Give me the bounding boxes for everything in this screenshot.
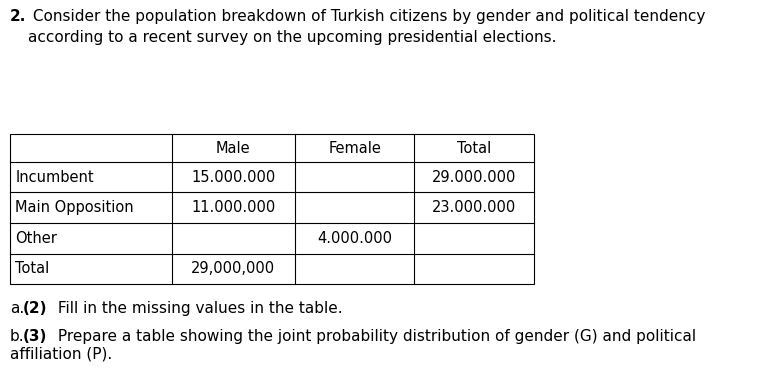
Text: 29.000.000: 29.000.000 — [432, 170, 516, 185]
Text: (3): (3) — [22, 329, 47, 344]
Text: Other: Other — [15, 231, 57, 246]
Text: Consider the population breakdown of Turkish citizens by gender and political te: Consider the population breakdown of Tur… — [28, 9, 705, 45]
Text: 15.000.000: 15.000.000 — [191, 170, 276, 185]
Text: Female: Female — [328, 141, 381, 156]
Text: a.: a. — [10, 301, 25, 316]
Text: 2.: 2. — [10, 9, 26, 24]
Text: Total: Total — [457, 141, 491, 156]
Text: 4.000.000: 4.000.000 — [317, 231, 392, 246]
Text: affiliation (P).: affiliation (P). — [10, 347, 112, 362]
Text: Total: Total — [15, 261, 49, 276]
Text: Main Opposition: Main Opposition — [15, 200, 134, 215]
Text: Prepare a table showing the joint probability distribution of gender (G) and pol: Prepare a table showing the joint probab… — [53, 329, 696, 344]
Text: (2): (2) — [22, 301, 47, 316]
Text: Fill in the missing values in the table.: Fill in the missing values in the table. — [53, 301, 343, 316]
Text: Incumbent: Incumbent — [15, 170, 94, 185]
Text: 23.000.000: 23.000.000 — [432, 200, 516, 215]
Text: Male: Male — [216, 141, 250, 156]
Text: 29,000,000: 29,000,000 — [191, 261, 276, 276]
Bar — [10, 134, 534, 284]
Text: b.: b. — [10, 329, 25, 344]
Text: 11.000.000: 11.000.000 — [191, 200, 276, 215]
